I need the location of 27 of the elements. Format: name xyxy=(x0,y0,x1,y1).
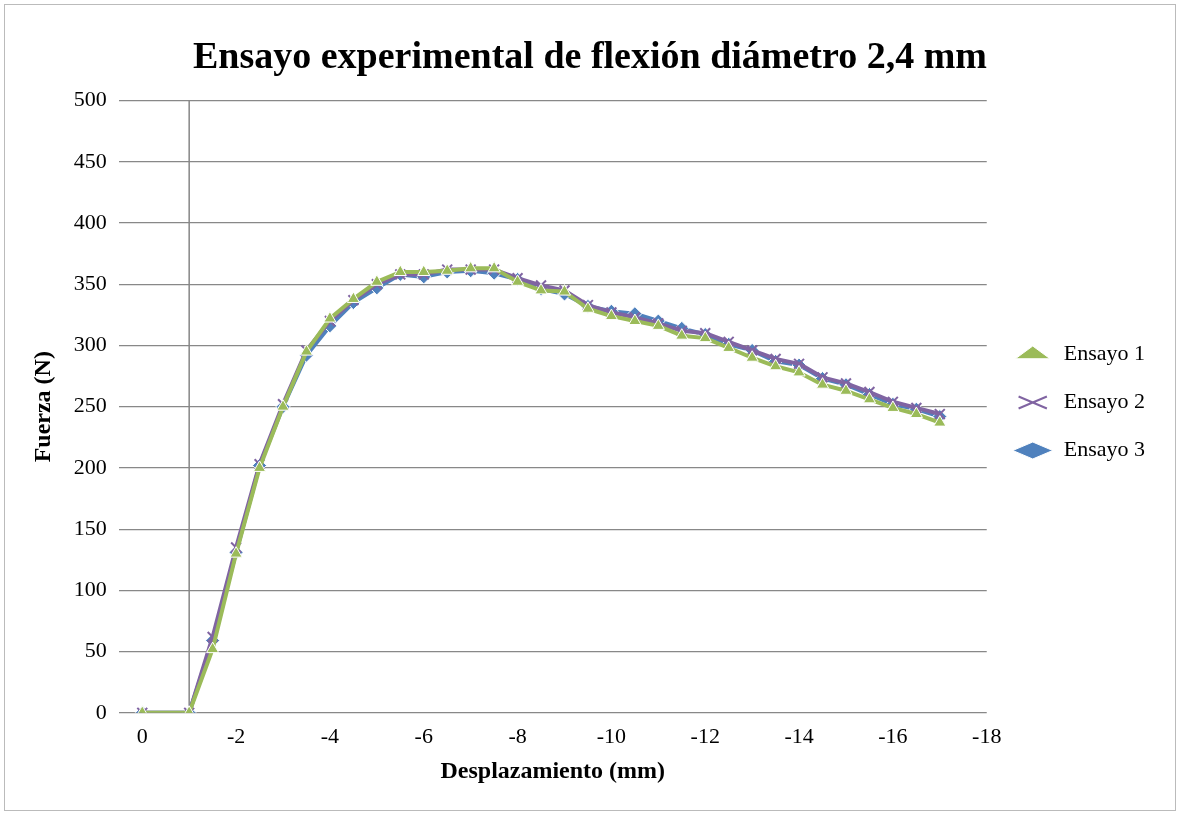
y-tick-label: 200 xyxy=(73,453,107,479)
x-tick-label: -6 xyxy=(414,722,433,748)
x-tick-label: -8 xyxy=(508,722,527,748)
y-tick-label: 150 xyxy=(73,514,107,540)
legend-label: Ensayo 1 xyxy=(1063,340,1145,366)
x-tick-label: -4 xyxy=(320,722,340,748)
chart-title: Ensayo experimental de flexión diámetro 2,4 mm xyxy=(192,33,988,76)
x-tick-label: -2 xyxy=(226,722,246,748)
y-tick-label: 500 xyxy=(73,86,107,112)
y-tick-label: 250 xyxy=(73,392,107,418)
y-tick-label: 350 xyxy=(73,270,107,296)
y-tick-label: 300 xyxy=(73,331,107,357)
y-axis-title: Fuerza (N) xyxy=(28,351,55,463)
x-tick-label: -12 xyxy=(690,722,720,748)
x-tick-label: -16 xyxy=(878,722,908,748)
y-tick-label: 400 xyxy=(73,208,107,234)
legend-label: Ensayo 2 xyxy=(1063,388,1145,414)
x-tick-label: -10 xyxy=(596,722,627,748)
x-axis-title: Desplazamiento (mm) xyxy=(440,756,666,783)
legend-label: Ensayo 3 xyxy=(1063,436,1145,462)
x-tick-label: -14 xyxy=(784,722,814,748)
x-tick-label: 0 xyxy=(136,722,148,748)
y-tick-label: 0 xyxy=(95,698,107,724)
y-tick-label: 50 xyxy=(84,637,107,663)
x-tick-label: -18 xyxy=(972,722,1002,748)
y-tick-label: 450 xyxy=(73,147,107,173)
y-tick-label: 100 xyxy=(73,576,107,602)
